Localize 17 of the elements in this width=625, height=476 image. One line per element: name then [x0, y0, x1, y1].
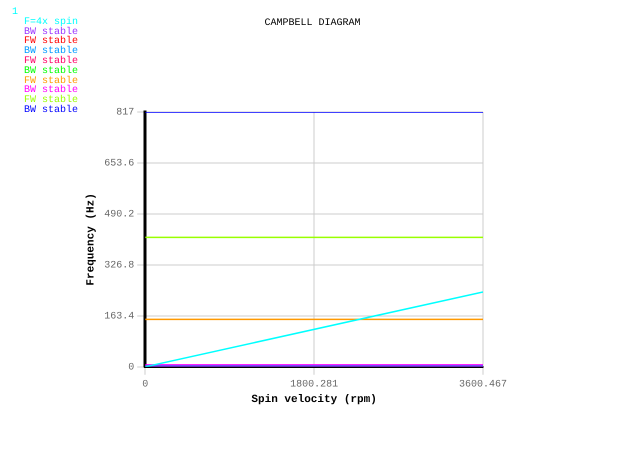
y-tick-label: 326.8 — [104, 260, 134, 272]
legend-label: BW stable — [23, 66, 78, 77]
x-tick-label: 0 — [142, 379, 148, 390]
text: F=4x spin — [23, 16, 78, 28]
x-tick-label: 1800.281 — [290, 379, 338, 390]
y-tick-label: 817 — [116, 108, 134, 119]
x-axis-title: Spin velocity (rpm) — [251, 394, 377, 406]
chart-title: CAMPBELL DIAGRAM — [264, 18, 360, 29]
y-tick-label: 0 — [128, 362, 134, 374]
legend-label: FW stable — [23, 56, 78, 67]
text: BW stable — [23, 104, 78, 116]
y-tick-label: 653.6 — [104, 158, 134, 170]
y-tick-label: 163.4 — [104, 311, 134, 322]
text: 1 — [12, 7, 20, 18]
x-tick-label: 3600.467 — [458, 379, 508, 390]
y-tick-label: 490.2 — [104, 210, 134, 221]
y-axis-title: Frequency (Hz) — [85, 193, 98, 286]
